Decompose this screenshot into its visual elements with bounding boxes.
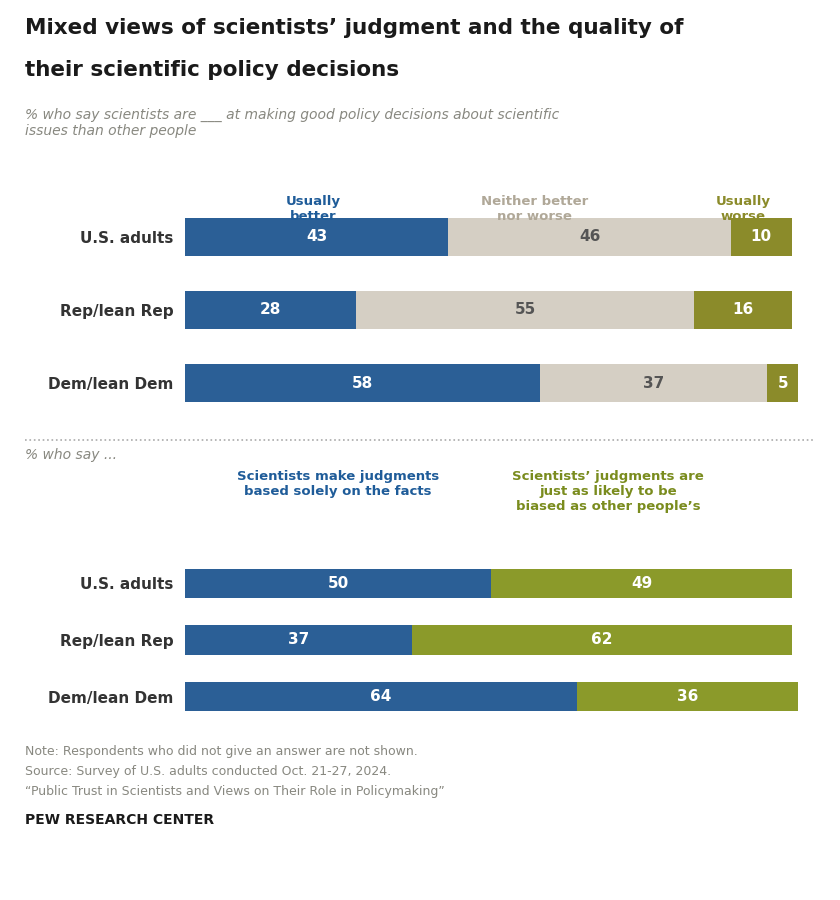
Text: % who say scientists are ___ at making good policy decisions about scientific
is: % who say scientists are ___ at making g… [25,108,559,139]
Text: Note: Respondents who did not give an answer are not shown.: Note: Respondents who did not give an an… [25,745,418,758]
Text: Scientists make judgments
based solely on the facts: Scientists make judgments based solely o… [237,470,439,498]
Text: 37: 37 [643,376,664,391]
Text: 10: 10 [751,230,772,244]
Text: 49: 49 [631,576,652,590]
Bar [185,291,356,329]
Text: % who say ...: % who say ... [25,448,118,462]
Text: 37: 37 [287,633,309,647]
Text: Neither better
nor worse: Neither better nor worse [480,195,588,223]
Text: 16: 16 [732,302,753,318]
Bar [768,364,798,402]
Bar [412,626,792,654]
Text: 62: 62 [591,633,612,647]
Bar [449,218,731,256]
Text: Source: Survey of U.S. adults conducted Oct. 21-27, 2024.: Source: Survey of U.S. adults conducted … [25,765,391,778]
Text: PEW RESEARCH CENTER: PEW RESEARCH CENTER [25,813,214,827]
Bar [185,626,412,654]
Text: 36: 36 [677,689,698,704]
Text: “Public Trust in Scientists and Views on Their Role in Policymaking”: “Public Trust in Scientists and Views on… [25,785,445,798]
Bar [185,569,491,598]
Text: Mixed views of scientists’ judgment and the quality of: Mixed views of scientists’ judgment and … [25,18,684,38]
Bar [491,569,792,598]
Text: 46: 46 [579,230,601,244]
Text: 5: 5 [777,376,788,391]
Bar [694,291,792,329]
Bar [185,682,577,711]
Text: Usually
better: Usually better [286,195,341,223]
Bar [356,291,694,329]
Text: Usually
worse: Usually worse [716,195,770,223]
Text: 64: 64 [370,689,391,704]
Bar [185,218,449,256]
Text: 43: 43 [306,230,328,244]
Text: Scientists’ judgments are
just as likely to be
biased as other people’s: Scientists’ judgments are just as likely… [512,470,704,513]
Bar [185,364,540,402]
Text: 50: 50 [328,576,349,590]
Bar [731,218,792,256]
Text: 58: 58 [352,376,373,391]
Text: 28: 28 [260,302,281,318]
Text: their scientific policy decisions: their scientific policy decisions [25,60,399,80]
Bar [577,682,798,711]
Text: 55: 55 [515,302,536,318]
Bar [540,364,768,402]
